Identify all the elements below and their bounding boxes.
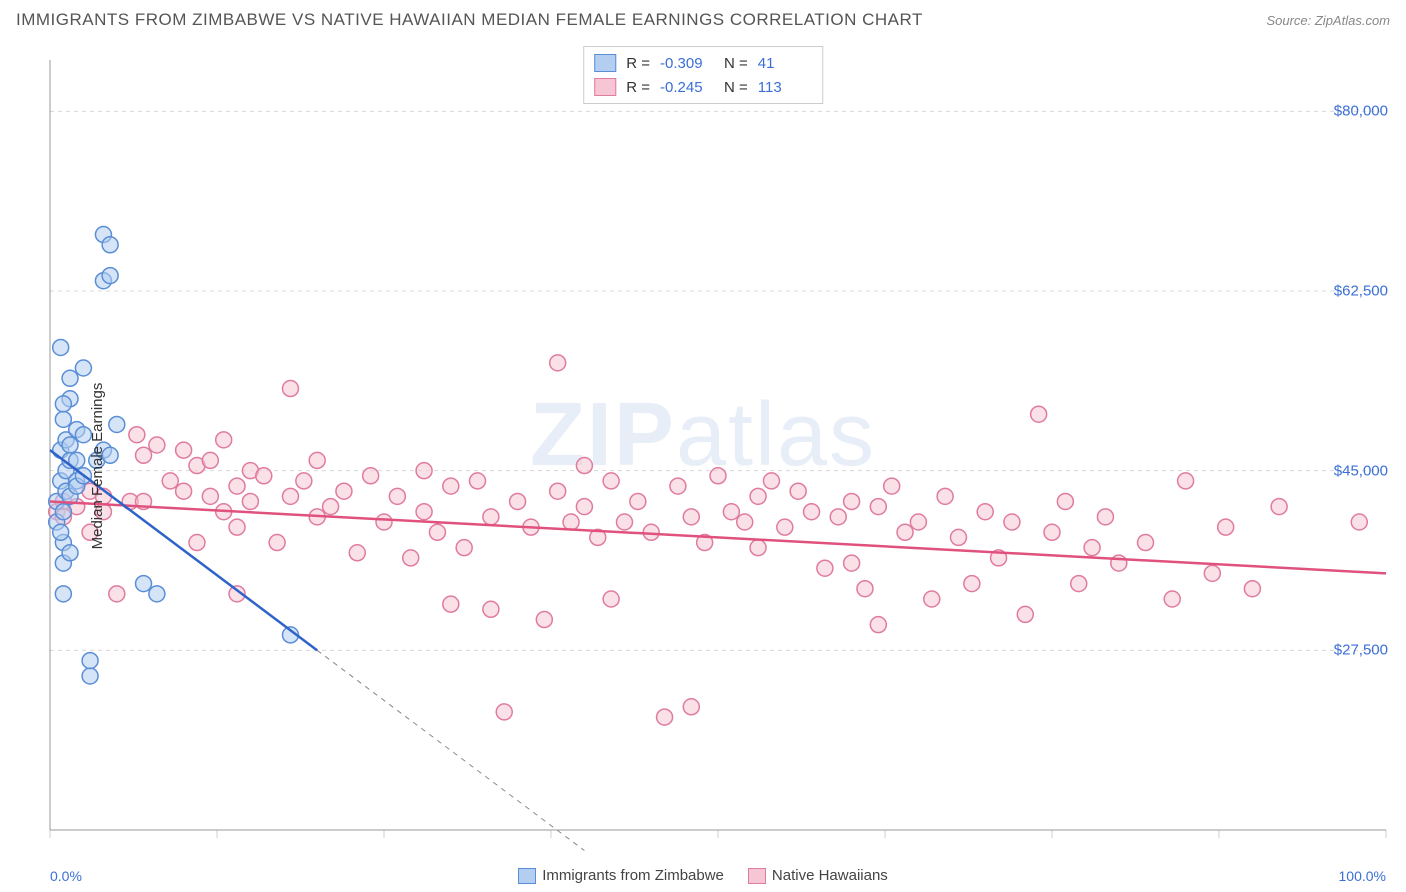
- source-label: Source: ZipAtlas.com: [1266, 13, 1390, 28]
- correlation-legend: R = -0.309 N = 41 R = -0.245 N = 113: [583, 46, 823, 104]
- legend-swatch-a: [518, 868, 536, 884]
- swatch-a: [594, 54, 616, 72]
- legend-item-a: Immigrants from Zimbabwe: [518, 867, 724, 884]
- r-value-a: -0.309: [660, 55, 714, 72]
- legend-item-b: Native Hawaiians: [748, 867, 888, 884]
- legend-label-a: Immigrants from Zimbabwe: [542, 867, 724, 884]
- legend-swatch-b: [748, 868, 766, 884]
- n-value-a: 41: [758, 55, 812, 72]
- y-axis-label: Median Female Earnings: [89, 383, 106, 550]
- y-tick-label: $45,000: [1334, 462, 1388, 479]
- legend-label-b: Native Hawaiians: [772, 867, 888, 884]
- scatter-chart: [0, 40, 1406, 860]
- chart-area: Median Female Earnings $27,500 $45,000 $62…: [0, 40, 1406, 892]
- y-tick-label: $80,000: [1334, 103, 1388, 120]
- r-label: R =: [626, 79, 650, 96]
- n-value-b: 113: [758, 79, 812, 96]
- n-label: N =: [724, 79, 748, 96]
- chart-title: IMMIGRANTS FROM ZIMBABWE VS NATIVE HAWAI…: [16, 10, 923, 30]
- y-tick-label: $62,500: [1334, 283, 1388, 300]
- r-label: R =: [626, 55, 650, 72]
- n-label: N =: [724, 55, 748, 72]
- swatch-b: [594, 78, 616, 96]
- r-value-b: -0.245: [660, 79, 714, 96]
- y-tick-label: $27,500: [1334, 642, 1388, 659]
- series-legend: Immigrants from Zimbabwe Native Hawaiian…: [0, 867, 1406, 884]
- correlation-row-a: R = -0.309 N = 41: [594, 51, 812, 75]
- correlation-row-b: R = -0.245 N = 113: [594, 75, 812, 99]
